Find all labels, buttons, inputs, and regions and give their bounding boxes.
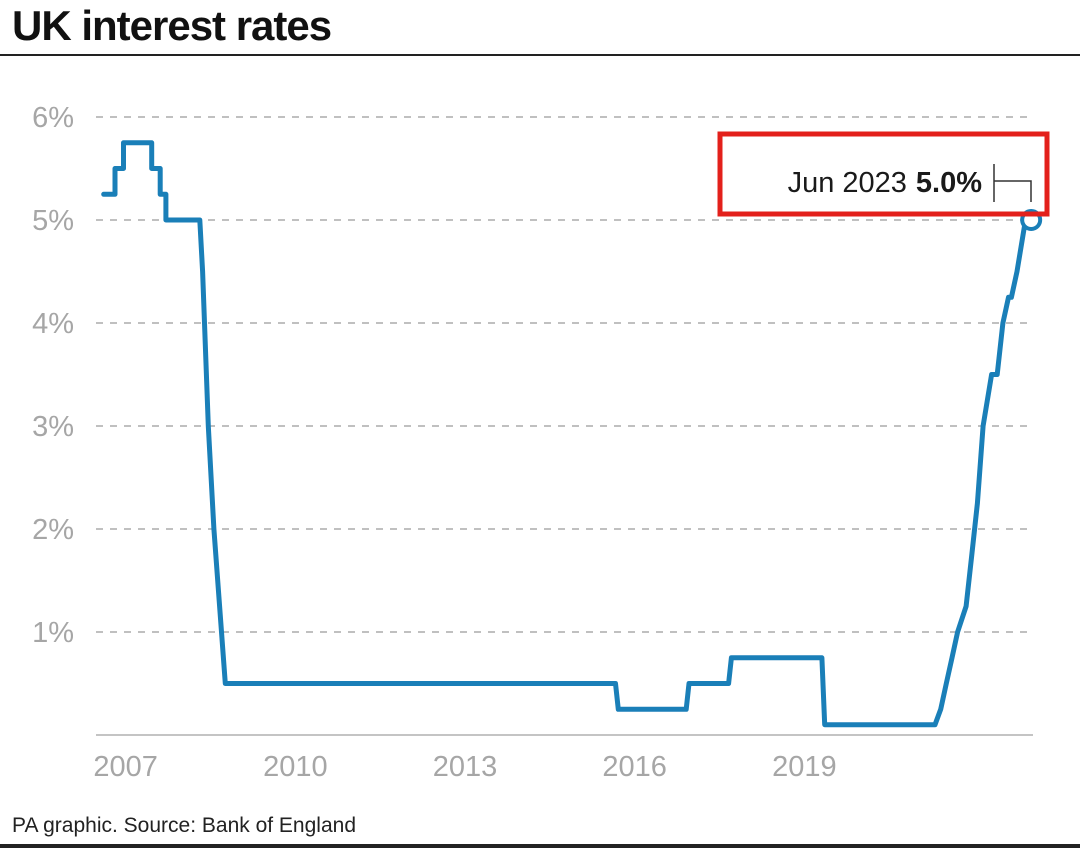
x-tick-label: 2016 [602, 751, 667, 783]
annotation-value: 5.0% [916, 167, 982, 199]
annotation-text: Jun 2023 5.0% [788, 167, 983, 199]
x-tick-label: 2007 [93, 751, 158, 783]
x-tick-label: 2010 [263, 751, 328, 783]
x-tick-label: 2019 [772, 751, 837, 783]
source-credit: PA graphic. Source: Bank of England [12, 814, 356, 837]
x-axis-ticks: 2007 2010 2013 2016 2019 [93, 751, 836, 783]
latest-value-annotation: Jun 2023 5.0% [717, 131, 1050, 217]
y-tick-label: 4% [32, 308, 74, 340]
series-line-bank-rate [101, 140, 1034, 728]
chart-title: UK interest rates [12, 2, 332, 49]
gridlines [96, 116, 1033, 633]
annotation-leader-line [993, 164, 1032, 202]
bottom-rule [0, 844, 1080, 848]
y-axis-ticks: 1% 2% 3% 4% 5% 6% [32, 102, 74, 649]
y-tick-label: 2% [32, 514, 74, 546]
x-tick-label: 2013 [433, 751, 498, 783]
y-tick-label: 3% [32, 411, 74, 443]
annotation-date: Jun 2023 [788, 167, 907, 199]
annotation-highlight-box [717, 131, 1050, 217]
y-tick-label: 6% [32, 102, 74, 134]
y-tick-label: 1% [32, 617, 74, 649]
title-rule [0, 54, 1080, 56]
y-tick-label: 5% [32, 205, 74, 237]
